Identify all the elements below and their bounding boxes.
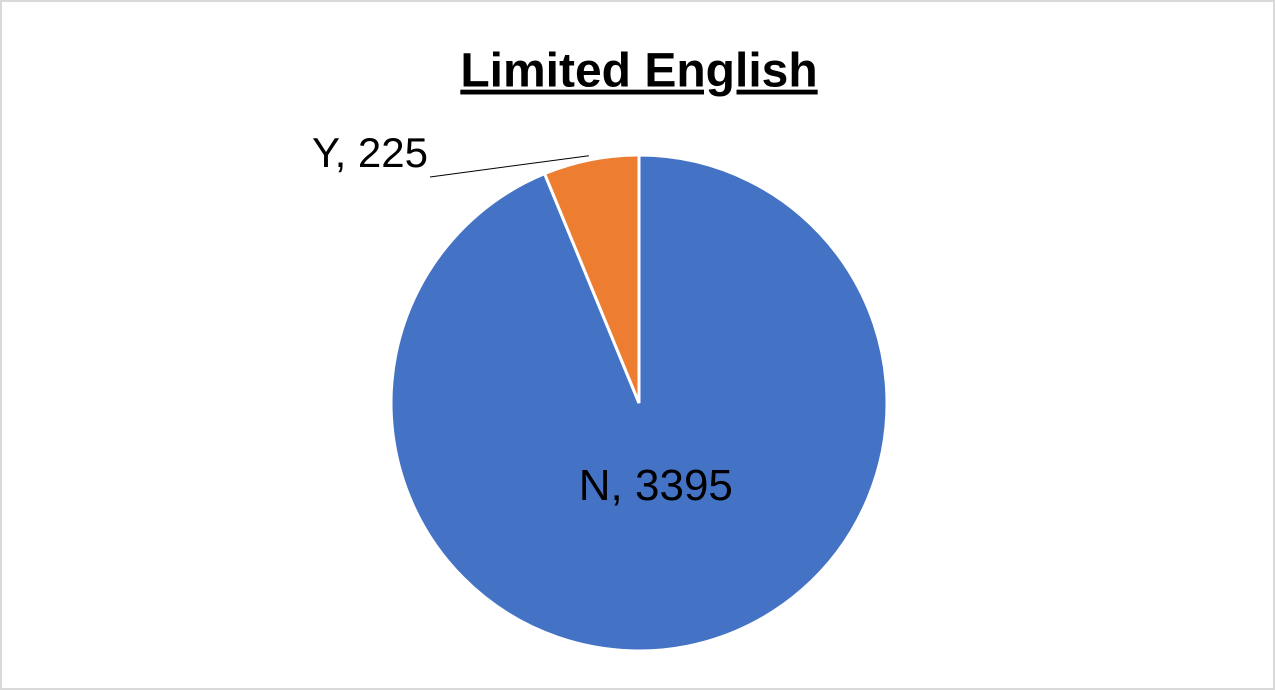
- data-label: N, 3395: [579, 461, 733, 510]
- chart-title: Limited English: [460, 45, 817, 98]
- pie-slice: [542, 153, 641, 404]
- data-label: Y, 225: [312, 129, 428, 176]
- leader-line: [429, 155, 589, 178]
